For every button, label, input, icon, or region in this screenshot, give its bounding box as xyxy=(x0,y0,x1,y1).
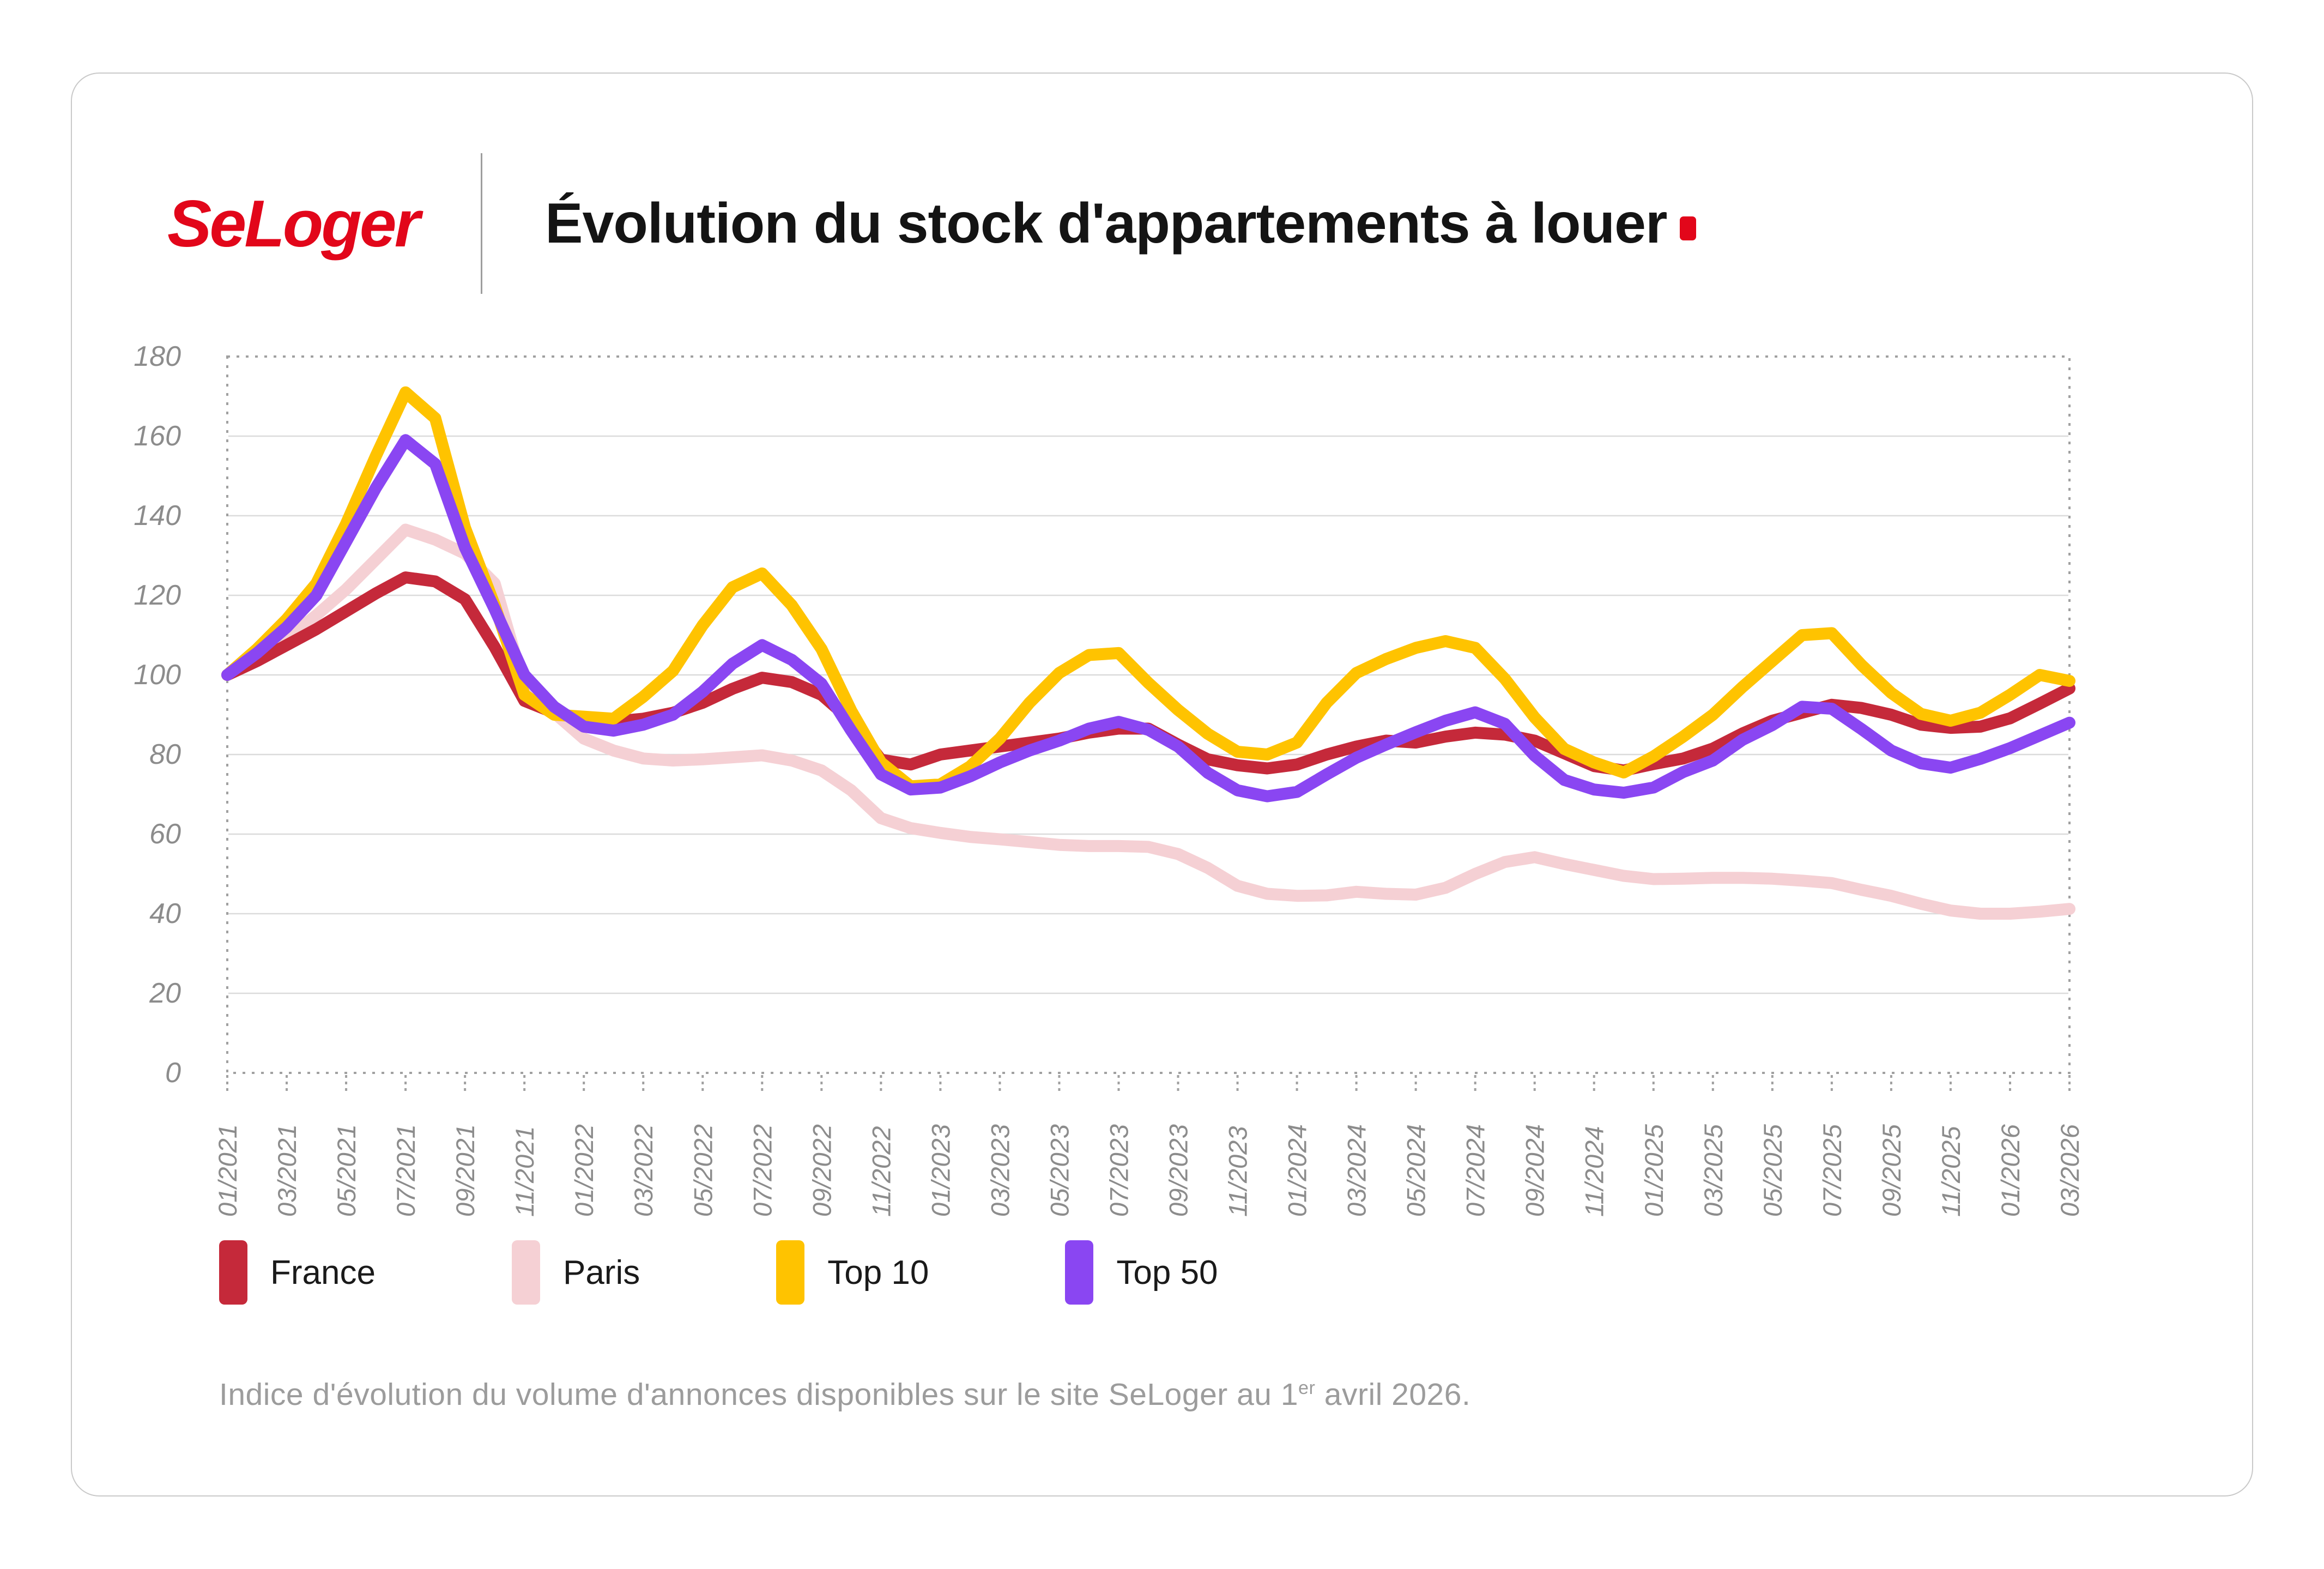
x-tick-label: 05/2024 xyxy=(1402,1124,1431,1217)
series-line-paris xyxy=(221,523,2075,920)
y-tick-label: 40 xyxy=(149,898,181,930)
page-title: Évolution du stock d'appartements à loue… xyxy=(482,191,1697,256)
y-tick-label: 140 xyxy=(134,500,181,532)
header: SeLoger Évolution du stock d'appartement… xyxy=(167,150,1697,297)
legend-swatch xyxy=(511,1240,540,1305)
x-tick-label: 07/2025 xyxy=(1818,1124,1847,1217)
y-tick-label: 180 xyxy=(134,341,181,372)
x-tick-label: 01/2024 xyxy=(1283,1124,1312,1217)
legend-swatch xyxy=(776,1240,805,1305)
x-tick-label: 09/2024 xyxy=(1521,1124,1550,1217)
x-tick-label: 11/2023 xyxy=(1224,1126,1252,1217)
chart-legend: France Paris Top 10 Top 50 xyxy=(219,1240,1218,1305)
x-tick-label: 03/2022 xyxy=(629,1124,658,1217)
x-tick-label: 09/2023 xyxy=(1164,1124,1193,1217)
x-tick-label: 11/2021 xyxy=(510,1126,539,1217)
x-tick-label: 01/2026 xyxy=(1996,1124,2025,1217)
x-tick-label: 07/2024 xyxy=(1461,1124,1490,1217)
y-tick-label: 0 xyxy=(165,1057,181,1089)
x-tick-label: 05/2022 xyxy=(688,1124,717,1217)
x-tick-label: 07/2021 xyxy=(391,1124,420,1217)
x-tick-label: 05/2025 xyxy=(1758,1124,1787,1217)
x-tick-label: 01/2023 xyxy=(926,1124,955,1217)
report-card: SeLoger Évolution du stock d'appartement… xyxy=(71,73,2253,1496)
footnote-sup: er xyxy=(1298,1378,1316,1398)
line-chart: 0 20 40 60 80 100 120 140 160 180 01/2021 03/2021 05… xyxy=(99,328,2094,1288)
series-line-top-50 xyxy=(221,434,2075,802)
x-tick-label: 01/2022 xyxy=(570,1124,598,1217)
x-tick-label: 03/2026 xyxy=(2055,1124,2084,1217)
seloger-logo: SeLoger xyxy=(167,186,420,261)
y-tick-label: 120 xyxy=(134,580,181,611)
x-tick-label: 09/2022 xyxy=(807,1124,836,1217)
x-tick-label: 09/2025 xyxy=(1877,1124,1906,1217)
x-tick-label: 01/2021 xyxy=(213,1124,242,1217)
page-title-text: Évolution du stock d'appartements à loue… xyxy=(545,191,1667,255)
x-tick-label: 11/2025 xyxy=(1936,1126,1965,1217)
legend-item-paris: Paris xyxy=(511,1240,640,1305)
y-tick-label: 80 xyxy=(149,739,181,770)
footnote-text-end: avril 2026. xyxy=(1315,1377,1471,1412)
legend-label: Paris xyxy=(562,1253,640,1292)
x-tick-label: 03/2023 xyxy=(985,1124,1014,1217)
legend-item-top-50: Top 50 xyxy=(1065,1240,1218,1305)
legend-swatch xyxy=(219,1240,247,1305)
x-tick-label: 11/2022 xyxy=(867,1126,895,1217)
x-tick-label: 03/2025 xyxy=(1699,1124,1728,1217)
x-tick-label: 07/2023 xyxy=(1104,1124,1133,1217)
title-accent-dot xyxy=(1680,216,1697,240)
y-tick-label: 100 xyxy=(134,659,181,691)
legend-item-france: France xyxy=(219,1240,376,1305)
x-tick-label: 11/2024 xyxy=(1580,1126,1609,1217)
legend-label: Top 10 xyxy=(827,1253,929,1292)
series-line-top-10 xyxy=(221,386,2075,793)
y-tick-label: 20 xyxy=(149,977,181,1009)
y-tick-label: 60 xyxy=(149,818,181,850)
legend-label: Top 50 xyxy=(1116,1253,1218,1292)
footnote-text: Indice d'évolution du volume d'annonces … xyxy=(219,1377,1299,1412)
chart-canvas: 0 20 40 60 80 100 120 140 160 180 01/2021 03/2021 05… xyxy=(134,341,2084,1217)
x-tick-label: 01/2025 xyxy=(1639,1124,1668,1217)
legend-item-top-10: Top 10 xyxy=(776,1240,929,1305)
x-tick-label: 09/2021 xyxy=(451,1124,480,1217)
x-tick-label: 05/2023 xyxy=(1045,1124,1074,1217)
y-tick-label: 160 xyxy=(134,420,181,452)
x-tick-label: 07/2022 xyxy=(748,1124,777,1217)
x-tick-label: 03/2024 xyxy=(1342,1124,1371,1217)
x-tick-label: 05/2021 xyxy=(332,1124,361,1217)
legend-swatch xyxy=(1065,1240,1094,1305)
x-tick-label: 03/2021 xyxy=(273,1124,301,1217)
legend-label: France xyxy=(270,1253,376,1292)
footnote: Indice d'évolution du volume d'annonces … xyxy=(219,1377,1470,1413)
header-divider xyxy=(481,153,483,294)
